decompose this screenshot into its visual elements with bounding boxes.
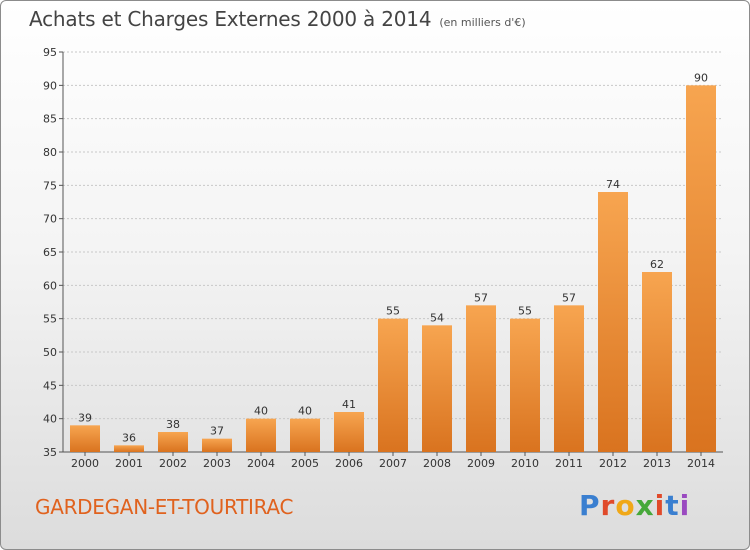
bar bbox=[334, 412, 364, 452]
bar bbox=[510, 318, 540, 452]
x-tick-label: 2014 bbox=[687, 457, 715, 470]
bar bbox=[158, 432, 188, 452]
data-label: 90 bbox=[694, 71, 708, 84]
data-label: 62 bbox=[650, 258, 664, 271]
bar bbox=[686, 85, 716, 452]
logo-letter: P bbox=[579, 489, 601, 522]
y-tick-label: 90 bbox=[43, 79, 57, 92]
bar bbox=[466, 305, 496, 452]
bar bbox=[554, 305, 584, 452]
x-tick-label: 2005 bbox=[291, 457, 319, 470]
logo-letter: t bbox=[665, 489, 680, 522]
data-label: 41 bbox=[342, 398, 356, 411]
logo-letter: i bbox=[679, 489, 691, 522]
bar bbox=[70, 425, 100, 452]
x-tick-label: 2003 bbox=[203, 457, 231, 470]
x-tick-label: 2007 bbox=[379, 457, 407, 470]
y-tick-label: 55 bbox=[43, 313, 57, 326]
bars bbox=[70, 85, 716, 452]
x-tick-label: 2004 bbox=[247, 457, 275, 470]
y-tick-label: 40 bbox=[43, 413, 57, 426]
data-label: 39 bbox=[78, 411, 92, 424]
y-tick-label: 45 bbox=[43, 379, 57, 392]
logo-letter: r bbox=[600, 489, 616, 522]
title-text: Achats et Charges Externes 2000 à 2014 bbox=[29, 7, 432, 31]
x-tick-label: 2013 bbox=[643, 457, 671, 470]
data-label: 40 bbox=[254, 405, 268, 418]
x-tick-label: 2009 bbox=[467, 457, 495, 470]
y-tick-label: 50 bbox=[43, 346, 57, 359]
logo-letter: x bbox=[635, 489, 655, 522]
bar bbox=[202, 438, 232, 452]
bar bbox=[642, 272, 672, 452]
bar bbox=[598, 192, 628, 452]
chart-title: Achats et Charges Externes 2000 à 2014 (e… bbox=[29, 7, 526, 31]
x-tick-label: 2011 bbox=[555, 457, 583, 470]
bar bbox=[246, 418, 276, 452]
data-label: 74 bbox=[606, 178, 620, 191]
data-label: 57 bbox=[562, 291, 576, 304]
data-label: 40 bbox=[298, 405, 312, 418]
bar bbox=[422, 325, 452, 452]
x-tick-label: 2002 bbox=[159, 457, 187, 470]
x-tick-label: 2012 bbox=[599, 457, 627, 470]
x-tick-label: 2006 bbox=[335, 457, 363, 470]
data-labels: 39 36 38 37 40 40 41 55 54 57 55 57 74 62 90 bbox=[78, 71, 708, 444]
y-tick-label: 75 bbox=[43, 179, 57, 192]
data-label: 55 bbox=[518, 305, 532, 318]
proxiti-logo: Proxiti bbox=[579, 489, 690, 522]
y-tick-label: 80 bbox=[43, 146, 57, 159]
x-tick-label: 2001 bbox=[115, 457, 143, 470]
data-label: 57 bbox=[474, 291, 488, 304]
data-label: 38 bbox=[166, 418, 180, 431]
y-tick-label: 65 bbox=[43, 246, 57, 259]
data-label: 36 bbox=[122, 431, 136, 444]
bar bbox=[378, 318, 408, 452]
y-tick-label: 70 bbox=[43, 213, 57, 226]
x-tick-label: 2010 bbox=[511, 457, 539, 470]
y-tick-label: 35 bbox=[43, 446, 57, 459]
logo-letter: i bbox=[654, 489, 666, 522]
x-tick-label: 2000 bbox=[71, 457, 99, 470]
data-label: 37 bbox=[210, 425, 224, 438]
data-label: 55 bbox=[386, 305, 400, 318]
data-label: 54 bbox=[430, 311, 444, 324]
y-tick-label: 85 bbox=[43, 113, 57, 126]
x-tick-label: 2008 bbox=[423, 457, 451, 470]
bar bbox=[290, 418, 320, 452]
y-tick-label: 60 bbox=[43, 279, 57, 292]
y-tick-label: 95 bbox=[43, 46, 57, 59]
unit-label: (en milliers d'€) bbox=[439, 16, 526, 29]
commune-name: GARDEGAN-ET-TOURTIRAC bbox=[35, 495, 294, 519]
bar bbox=[114, 445, 144, 452]
logo-letter: o bbox=[615, 489, 636, 522]
